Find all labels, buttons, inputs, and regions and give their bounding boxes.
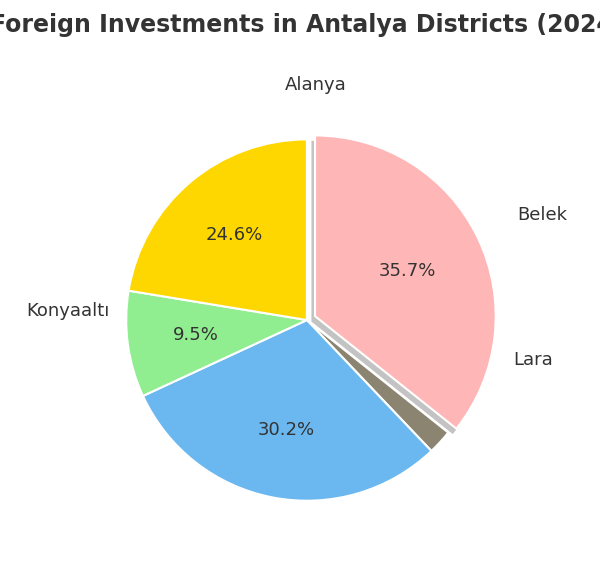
Wedge shape xyxy=(315,135,496,429)
Wedge shape xyxy=(128,139,307,320)
Text: Alanya: Alanya xyxy=(285,76,347,94)
Text: 35.7%: 35.7% xyxy=(379,262,436,280)
Title: Foreign Investments in Antalya Districts (2024): Foreign Investments in Antalya Districts… xyxy=(0,14,600,38)
Text: 9.5%: 9.5% xyxy=(173,326,219,344)
Wedge shape xyxy=(311,141,492,434)
Text: 24.6%: 24.6% xyxy=(206,226,263,243)
Wedge shape xyxy=(143,320,431,501)
Text: Belek: Belek xyxy=(517,206,567,224)
Wedge shape xyxy=(126,290,307,396)
Text: Lara: Lara xyxy=(513,351,553,369)
Text: 30.2%: 30.2% xyxy=(257,421,314,439)
Text: Konyaaltı: Konyaaltı xyxy=(27,302,110,320)
Wedge shape xyxy=(307,320,448,451)
